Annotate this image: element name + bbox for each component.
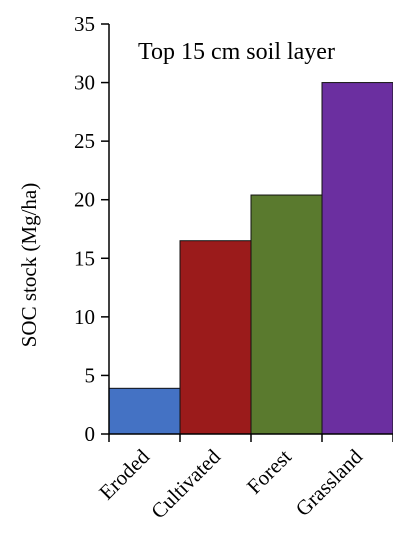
x-tick-label-grassland: Grassland [291,444,368,521]
chart-title: Top 15 cm soil layer [138,39,335,65]
bar-forest [250,194,323,435]
bar-grassland [321,82,393,435]
y-axis-label: SOC stock (Mg/ha) [17,183,41,348]
bar-eroded [108,387,181,435]
bars-group [108,82,393,435]
x-tick-label-eroded: Eroded [94,444,154,504]
y-axis: 0 5 10 15 20 25 30 35 [74,12,110,446]
y-tick-label: 35 [74,12,95,36]
y-tick-label: 30 [74,71,95,95]
y-tick-label: 0 [85,422,96,446]
y-tick-label: 5 [85,363,96,387]
y-tick-label: 20 [74,188,95,212]
y-tick-label: 15 [74,246,95,270]
y-tick-label: 10 [74,305,95,329]
x-tick-label-forest: Forest [242,444,296,498]
bar-cultivated [179,240,252,435]
x-tick-label-cultivated: Cultivated [146,444,225,523]
y-tick-label: 25 [74,129,95,153]
